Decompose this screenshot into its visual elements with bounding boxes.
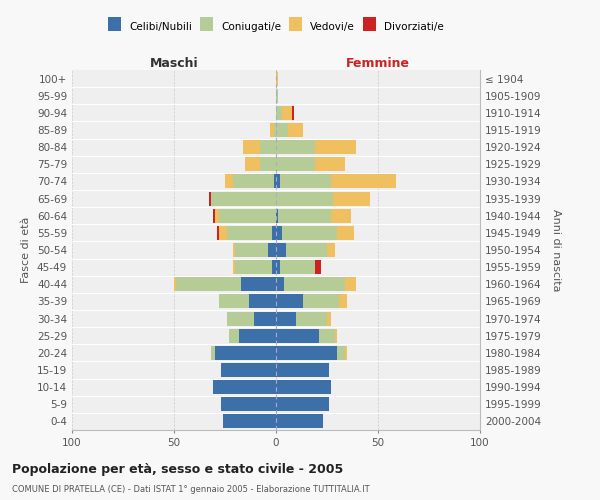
Bar	[296, 312, 327, 326]
Bar	[278, 208, 331, 222]
Bar	[272, 226, 276, 240]
Bar	[286, 243, 327, 257]
Bar	[276, 294, 302, 308]
Bar	[227, 226, 272, 240]
Bar	[227, 312, 254, 326]
Text: Popolazione per età, sesso e stato civile - 2005: Popolazione per età, sesso e stato civil…	[12, 462, 343, 475]
Bar	[274, 174, 276, 188]
Bar	[276, 106, 282, 120]
Bar	[292, 106, 295, 120]
Bar	[276, 174, 280, 188]
Bar	[337, 226, 353, 240]
Bar	[260, 140, 276, 154]
Bar	[276, 158, 315, 172]
Bar	[176, 278, 241, 291]
Bar	[213, 208, 215, 222]
Bar	[276, 414, 323, 428]
Bar	[235, 260, 272, 274]
Bar	[215, 208, 219, 222]
Bar	[282, 106, 292, 120]
Bar	[276, 208, 278, 222]
Bar	[217, 226, 219, 240]
Bar	[245, 158, 260, 172]
Bar	[254, 312, 276, 326]
Legend: Celibi/Nubili, Coniugati/e, Vedovi/e, Divorziati/e: Celibi/Nubili, Coniugati/e, Vedovi/e, Di…	[104, 18, 448, 36]
Bar	[260, 158, 276, 172]
Bar	[333, 192, 370, 205]
Y-axis label: Anni di nascita: Anni di nascita	[551, 209, 561, 291]
Bar	[211, 346, 215, 360]
Bar	[221, 363, 276, 377]
Bar	[276, 88, 278, 102]
Bar	[331, 174, 397, 188]
Bar	[282, 226, 337, 240]
Bar	[276, 346, 337, 360]
Bar	[276, 363, 329, 377]
Bar	[239, 328, 276, 342]
Bar	[346, 346, 347, 360]
Bar	[215, 346, 276, 360]
Bar	[284, 278, 346, 291]
Bar	[211, 192, 276, 205]
Bar	[276, 398, 329, 411]
Bar	[327, 312, 331, 326]
Bar	[213, 380, 276, 394]
Bar	[229, 328, 239, 342]
Bar	[209, 192, 211, 205]
Bar	[276, 192, 333, 205]
Bar	[225, 174, 233, 188]
Bar	[233, 260, 235, 274]
Bar	[233, 243, 235, 257]
Bar	[288, 123, 302, 137]
Bar	[223, 414, 276, 428]
Bar	[327, 243, 335, 257]
Bar	[276, 123, 288, 137]
Bar	[174, 278, 176, 291]
Bar	[302, 294, 339, 308]
Bar	[270, 123, 274, 137]
Text: COMUNE DI PRATELLA (CE) - Dati ISTAT 1° gennaio 2005 - Elaborazione TUTTITALIA.I: COMUNE DI PRATELLA (CE) - Dati ISTAT 1° …	[12, 485, 370, 494]
Bar	[274, 123, 276, 137]
Y-axis label: Fasce di età: Fasce di età	[22, 217, 31, 283]
Bar	[268, 243, 276, 257]
Bar	[276, 312, 296, 326]
Bar	[280, 260, 315, 274]
Bar	[276, 243, 286, 257]
Bar	[339, 294, 347, 308]
Bar	[241, 278, 276, 291]
Bar	[219, 294, 250, 308]
Bar	[244, 140, 260, 154]
Bar	[276, 140, 315, 154]
Bar	[331, 208, 352, 222]
Bar	[219, 226, 227, 240]
Bar	[337, 346, 346, 360]
Bar	[319, 328, 335, 342]
Bar	[250, 294, 276, 308]
Bar	[276, 380, 331, 394]
Bar	[346, 278, 356, 291]
Bar	[276, 72, 278, 86]
Bar	[280, 174, 331, 188]
Bar	[276, 278, 284, 291]
Bar	[276, 226, 282, 240]
Bar	[335, 328, 337, 342]
Bar	[219, 208, 276, 222]
Text: Maschi: Maschi	[149, 57, 199, 70]
Bar	[276, 328, 319, 342]
Bar	[221, 398, 276, 411]
Bar	[276, 260, 280, 274]
Bar	[315, 140, 356, 154]
Bar	[233, 174, 274, 188]
Bar	[272, 260, 276, 274]
Bar	[315, 158, 346, 172]
Bar	[315, 260, 321, 274]
Bar	[235, 243, 268, 257]
Text: Femmine: Femmine	[346, 57, 410, 70]
